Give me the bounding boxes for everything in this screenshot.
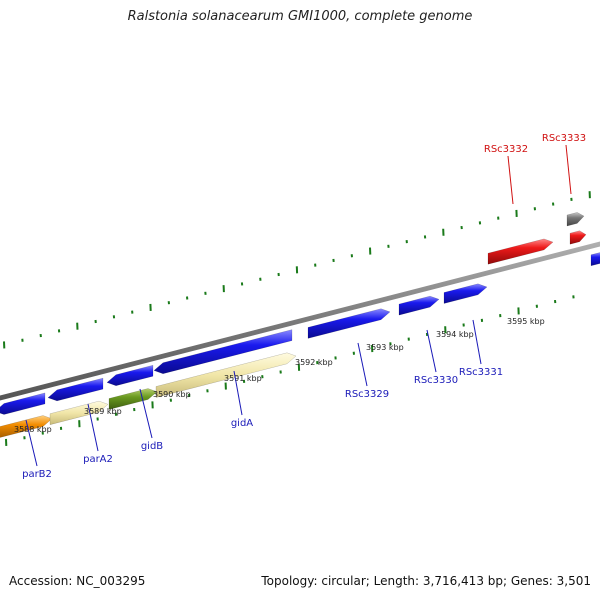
gene-features [0, 212, 600, 438]
gene-arrow-blue [47, 377, 104, 402]
kbp-label: 3592 kbp [295, 358, 333, 367]
gene-arrow-olive [108, 388, 158, 410]
tick-marks [3, 191, 591, 447]
gene-labels: 3588 kbp 3589 kbp 3590 kbp 3591 kbp 3592 kbp… [14, 133, 586, 480]
gene-label: parB2 [22, 469, 52, 480]
gene-arrow-blue [590, 252, 600, 267]
kbp-label: 3590 kbp [153, 390, 191, 399]
gene-arrow-red [569, 230, 587, 245]
gene-arrow-orange [0, 415, 53, 438]
genome-backbone [0, 241, 600, 401]
genome-summary-text: Topology: circular; Length: 3,716,413 bp… [261, 574, 591, 588]
map-title: Ralstonia solanacearum GMI1000, complete… [127, 9, 473, 24]
label-leader-line [25, 419, 38, 467]
gene-arrow-red [487, 238, 554, 265]
gene-label: gidA [231, 418, 253, 429]
label-leader-line [507, 155, 514, 205]
label-leader-line [426, 329, 437, 373]
gene-arrow-gray [566, 212, 585, 227]
gene-arrow-cream [49, 400, 109, 426]
gene-label: RSc3332 [484, 144, 528, 155]
kbp-label: 3591 kbp [224, 374, 262, 383]
label-leader-line [139, 388, 153, 439]
label-leader-line [233, 370, 243, 416]
kbp-label: 3593 kbp [366, 343, 404, 352]
kbp-label: 3594 kbp [436, 330, 474, 339]
label-leader-line [472, 319, 482, 365]
gene-label: RSc3330 [414, 375, 458, 386]
gene-label: parA2 [83, 454, 113, 465]
gene-arrow-blue [307, 308, 391, 339]
gene-label: gidB [141, 441, 163, 452]
label-leader-line [87, 403, 99, 452]
kbp-label: 3588 kbp [14, 425, 52, 434]
gene-arrow-blue [153, 329, 293, 374]
accession-text: Accession: NC_003295 [9, 574, 146, 588]
gene-arrow-blue [106, 364, 154, 386]
gene-label: RSc3333 [542, 133, 586, 144]
kbp-label: 3595 kbp [507, 317, 545, 326]
label-leader-line [565, 144, 572, 195]
gene-label: RSc3331 [459, 367, 503, 378]
gene-arrow-blue [0, 392, 46, 415]
gene-arrow-blue [443, 283, 488, 304]
gene-arrow-blue [398, 295, 440, 316]
backbone-line [0, 241, 600, 401]
kbp-label: 3589 kbp [84, 407, 122, 416]
label-leader-line [357, 342, 368, 387]
gene-arrow-cream [155, 352, 297, 398]
gene-label: RSc3329 [345, 389, 389, 400]
